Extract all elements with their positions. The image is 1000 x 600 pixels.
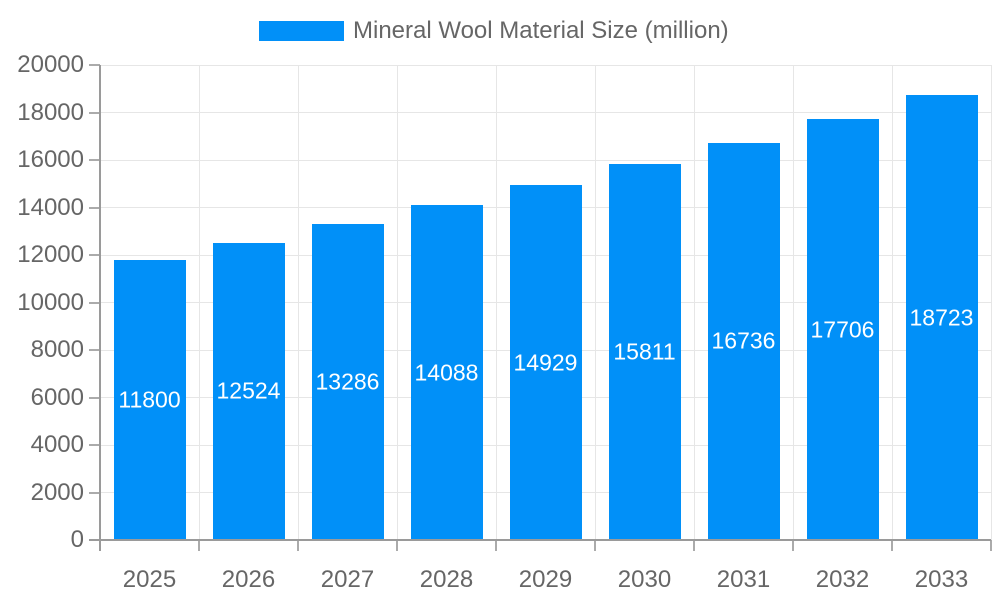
legend[interactable]: Mineral Wool Material Size (million) <box>259 17 729 45</box>
gridline-vertical <box>594 65 596 540</box>
bar-value-label: 15811 <box>613 338 676 365</box>
x-axis-tick-label: 2028 <box>419 566 474 593</box>
y-axis-tick <box>89 206 100 209</box>
x-axis-tick-label: 2030 <box>617 566 672 593</box>
y-axis-tick <box>89 301 100 304</box>
bar[interactable] <box>806 119 879 540</box>
y-axis-tick <box>89 491 100 494</box>
bar[interactable] <box>608 164 681 540</box>
x-axis-tick <box>792 540 794 551</box>
y-axis-tick <box>89 159 100 161</box>
x-axis-tick-label: 2032 <box>815 566 870 593</box>
x-axis-line <box>89 539 991 541</box>
y-axis-tick-label: 10000 <box>17 288 84 316</box>
x-axis-tick-label: 2033 <box>914 566 969 593</box>
bar-value-label: 13286 <box>315 368 380 395</box>
y-axis-tick <box>89 111 100 114</box>
bar[interactable] <box>707 142 780 540</box>
x-axis-tick-label: 2026 <box>221 566 276 593</box>
y-axis-tick-label: 6000 <box>30 383 84 411</box>
bar[interactable] <box>311 224 384 540</box>
gridline-vertical <box>297 65 299 540</box>
gridline-vertical <box>396 65 398 540</box>
y-axis-tick-label: 8000 <box>30 336 84 363</box>
bar[interactable] <box>905 95 978 540</box>
y-axis-tick <box>89 254 100 256</box>
gridline-horizontal <box>100 64 991 66</box>
x-axis-tick <box>594 540 596 551</box>
bar[interactable] <box>410 205 483 540</box>
legend-swatch <box>259 21 344 41</box>
y-axis-tick-label: 14000 <box>17 193 84 221</box>
x-axis-tick <box>495 540 497 551</box>
y-axis-tick <box>89 64 100 66</box>
x-axis-tick-label: 2027 <box>320 566 375 593</box>
x-axis-tick-label: 2031 <box>716 566 771 593</box>
gridline-horizontal <box>100 112 991 113</box>
y-axis-tick <box>89 444 100 446</box>
y-axis-tick <box>89 396 100 399</box>
bar-value-label: 14088 <box>414 359 479 386</box>
gridline-vertical <box>990 65 992 540</box>
y-axis-tick-label: 4000 <box>30 431 84 458</box>
y-axis-tick-label: 20000 <box>17 51 84 78</box>
y-axis-tick-label: 2000 <box>30 478 84 506</box>
bar[interactable] <box>212 242 285 540</box>
gridline-vertical <box>792 65 794 540</box>
y-axis-tick-label: 0 <box>70 526 84 553</box>
y-axis-tick-label: 16000 <box>17 146 84 173</box>
x-axis-tick <box>396 540 398 551</box>
x-axis-tick <box>693 540 695 551</box>
x-axis-tick-label: 2029 <box>518 566 573 593</box>
x-axis-tick <box>891 540 893 551</box>
bar-value-label: 12524 <box>216 377 281 404</box>
y-axis-tick-label: 12000 <box>17 241 84 268</box>
bar-value-label: 18723 <box>909 304 974 331</box>
gridline-vertical <box>891 65 893 540</box>
x-axis-tick <box>297 540 299 551</box>
x-axis-tick <box>990 540 992 551</box>
y-axis-tick-label: 18000 <box>17 98 84 126</box>
y-axis-tick <box>89 349 100 351</box>
bar[interactable] <box>113 259 186 540</box>
legend-label: Mineral Wool Material Size (million) <box>353 17 729 44</box>
gridline-vertical <box>693 65 695 540</box>
bar-value-label: 14929 <box>513 349 578 376</box>
x-axis-tick-label: 2025 <box>122 566 177 593</box>
bar-value-label: 11800 <box>118 386 181 413</box>
gridline-vertical <box>198 65 200 540</box>
y-axis-line <box>99 65 101 551</box>
bar-value-label: 17706 <box>810 316 875 343</box>
bar-value-label: 16736 <box>711 327 776 354</box>
gridline-vertical <box>495 65 497 540</box>
gridline-horizontal <box>100 159 991 161</box>
bar[interactable] <box>509 185 582 540</box>
x-axis-tick <box>198 540 200 551</box>
